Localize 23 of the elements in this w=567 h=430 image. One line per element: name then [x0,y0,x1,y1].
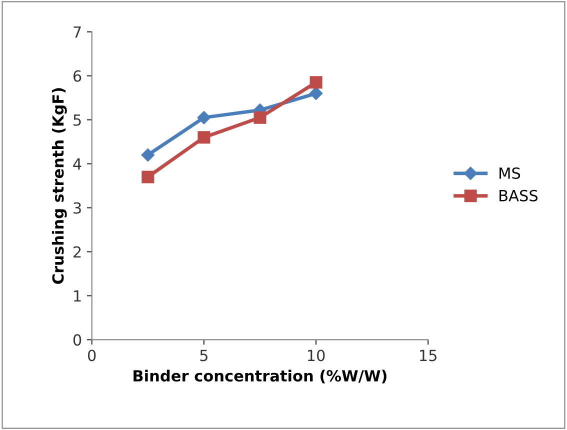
point [142,170,154,184]
y-tick-label: 3 [74,202,81,214]
point [197,111,211,124]
x-tick-label: 5 [200,350,208,362]
legend-label: MS [500,167,520,179]
point [141,148,154,162]
y-tick-label: 5 [74,114,81,126]
y-tick-label: 4 [73,158,82,170]
x-axis-title: Binder concentration (%W/W) [134,370,386,384]
y-axis-title: Crushing strenth (KgF) [52,88,67,284]
y-tick-label: 1 [74,290,81,302]
x-tick-label: 0 [88,350,96,362]
x-tick-label: 10 [308,350,325,362]
point [254,111,266,124]
point [198,131,210,144]
legend-label: BASS [500,190,538,202]
y-tick-label: 6 [73,70,82,82]
y-tick-label: 0 [73,334,82,346]
y-tick-label: 2 [74,246,81,258]
y-tick-label: 7 [74,26,81,38]
point [310,76,322,89]
x-tick-label: 15 [420,350,436,362]
point [309,86,323,100]
